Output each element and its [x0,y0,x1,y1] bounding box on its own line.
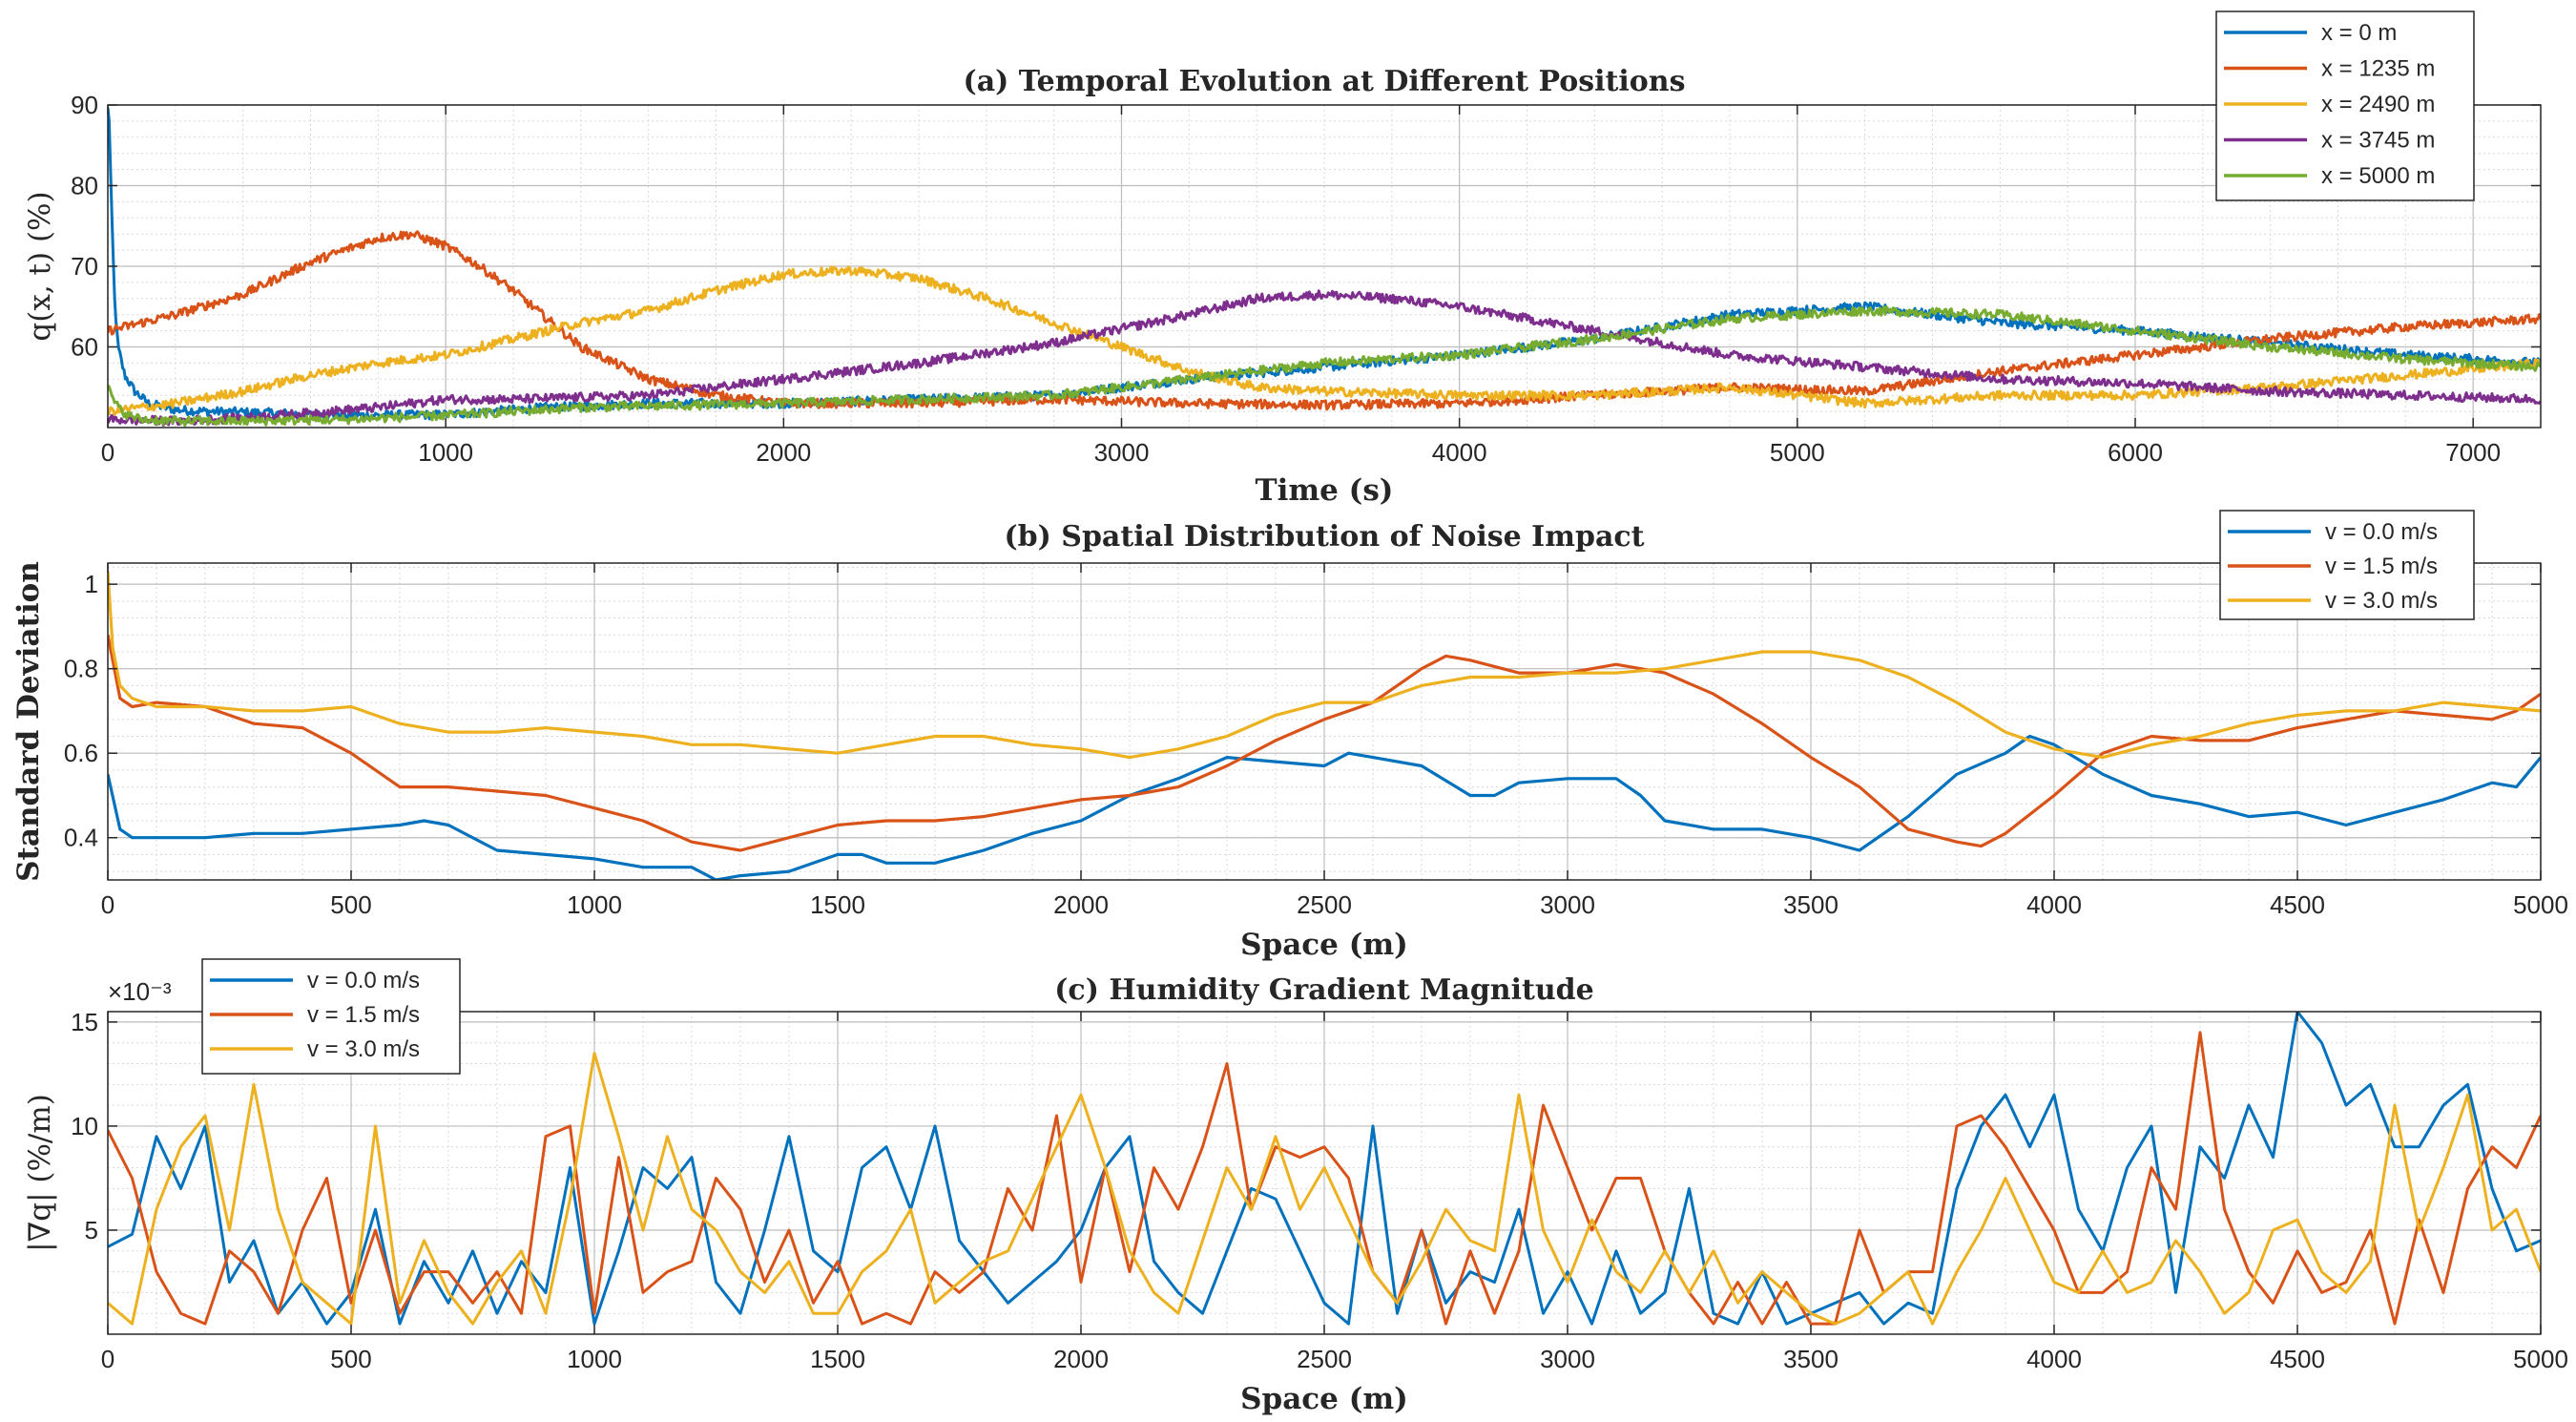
series-group [108,571,2541,880]
y-tick-label: 0.6 [64,739,98,767]
x-tick-label: 0 [101,438,114,467]
series-line-v-3-0-m-s [108,571,2541,760]
chart-title: (b) Spatial Distribution of Noise Impact [1004,520,1644,554]
x-tick-label: 4500 [2270,1345,2325,1373]
x-tick-label: 1000 [567,1345,622,1373]
x-tick-label: 4000 [1432,438,1487,467]
x-tick-label: 4000 [2026,1345,2082,1373]
x-tick-label: 5000 [1770,438,1825,467]
y-axis-label: |∇q| (%/m) [23,1094,57,1252]
x-tick-label: 5000 [2513,890,2568,919]
y-axis-label: q(x, t) (%) [23,191,57,341]
legend-label: v = 0.0 m/s [307,968,420,993]
y-tick-label: 80 [71,172,98,200]
x-tick-label: 5000 [2513,1345,2568,1373]
x-tick-label: 4000 [2026,890,2082,919]
series-line-x-5000-m [108,305,2541,428]
y-exponent-label: ×10⁻³ [108,977,172,1006]
x-tick-label: 3500 [1783,1345,1839,1373]
x-tick-label: 500 [330,890,371,919]
series-line-v-0-0-m-s [108,1012,2541,1326]
x-tick-label: 2000 [756,438,811,467]
series-group [108,107,2541,428]
legend: v = 0.0 m/s v = 1.5 m/s v = 3.0 m/s [201,958,461,1075]
legend-label: v = 0.0 m/s [2325,519,2438,545]
legend-label: x = 2490 m [2321,92,2435,117]
x-tick-label: 1500 [810,1345,865,1373]
legend-box [2215,10,2475,201]
y-tick-label: 10 [71,1112,98,1140]
legend-label: x = 1235 m [2321,56,2435,82]
legend-label: v = 1.5 m/s [2325,554,2438,579]
y-tick-label: 15 [71,1008,98,1036]
legend-box [201,958,461,1075]
legend: v = 0.0 m/s v = 1.5 m/s v = 3.0 m/s [2219,510,2475,620]
y-axis-label: Standard Deviation [11,561,46,882]
series-line-v-1-5-m-s [108,1031,2541,1326]
legend-label: x = 3745 m [2321,128,2435,154]
y-tick-label: 0.4 [64,824,98,852]
series-line-x-2490-m [108,265,2541,417]
chart-c: 0 500 1000 1500 2000 2500 3000 3500 4000 4500 5000… [23,958,2568,1416]
series-group [108,1012,2541,1326]
x-tick-label: 0 [101,1345,114,1373]
x-tick-label: 1000 [567,890,622,919]
x-tick-label: 7000 [2445,438,2501,467]
x-tick-label: 6000 [2108,438,2163,467]
series-line-v-1-5-m-s [108,634,2541,852]
x-tick-label: 3000 [1540,1345,1595,1373]
x-tick-label: 2500 [1297,1345,1352,1373]
x-tick-label: 2500 [1297,890,1352,919]
legend-label: x = 0 m [2321,20,2397,46]
chart-a: 0 1000 2000 3000 4000 5000 6000 7000 60 70 80 90 (a)… [23,10,2542,508]
y-tick-label: 0.8 [64,655,98,683]
legend-label: v = 1.5 m/s [307,1002,420,1028]
x-axis-label: Space (m) [1240,928,1408,962]
y-tick-label: 70 [71,252,98,281]
legend-label: v = 3.0 m/s [2325,588,2438,614]
series-line-x-1235-m [108,230,2541,411]
x-tick-label: 1000 [418,438,473,467]
x-tick-label: 0 [101,890,114,919]
x-tick-label: 2000 [1053,890,1109,919]
x-tick-label: 1500 [810,890,865,919]
y-tick-label: 5 [85,1216,98,1244]
legend-label: v = 3.0 m/s [307,1036,420,1062]
chart-title: (a) Temporal Evolution at Different Posi… [964,65,1686,98]
x-axis-label: Time (s) [1256,473,1394,508]
x-tick-label: 3000 [1540,890,1595,919]
y-tick-label: 1 [85,570,98,598]
chart-title: (c) Humidity Gradient Magnitude [1054,973,1594,1007]
x-tick-label: 3000 [1094,438,1150,467]
y-tick-label: 90 [71,91,98,119]
x-tick-label: 4500 [2270,890,2325,919]
x-axis-label: Space (m) [1240,1382,1408,1416]
legend-label: x = 5000 m [2321,163,2435,189]
grid [107,1012,2542,1335]
x-tick-label: 3500 [1783,890,1839,919]
series-line-x-3745-m [108,289,2541,427]
x-tick-label: 2000 [1053,1345,1109,1373]
legend: x = 0 m x = 1235 m x = 2490 m x = 3745 m x =… [2215,10,2475,201]
series-line-v-3-0-m-s [108,1052,2541,1326]
x-tick-label: 500 [330,1345,371,1373]
chart-b: 0 500 1000 1500 2000 2500 3000 3500 4000 4500 5000… [11,510,2568,962]
series-line-v-0-0-m-s [108,734,2541,880]
y-tick-label: 60 [71,333,98,362]
